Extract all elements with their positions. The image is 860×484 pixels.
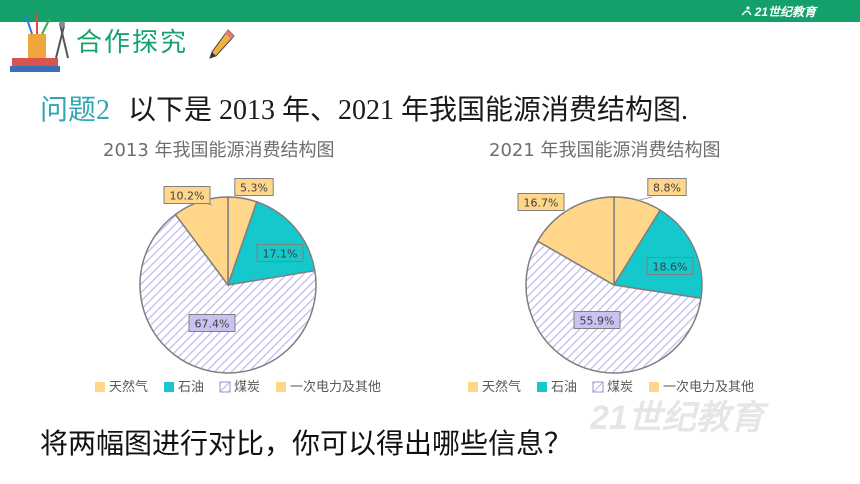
legend-swatch-1-0 [468,382,478,392]
data-label-box-1-3 [517,193,565,211]
section-title: 合作探究 [76,28,189,58]
chart-title-2013: 2013 年我国能源消费结构图 [103,140,335,161]
leader-line-1-3 [564,208,571,213]
top-bar: 21世纪教育 [0,0,860,22]
legend-label-1-3: 一次电力及其他 [663,379,754,395]
legend-swatch-0-3 [276,382,286,392]
pencil-icon [209,29,235,59]
legend-swatch-1-2 [592,381,604,393]
leader-line-0-0 [239,196,243,199]
runner-icon [741,6,752,16]
legend-label-0-2: 煤炭 [234,380,260,395]
question-heading: 问题2 以下是 2013 年、2021 年我国能源消费结构图. [40,88,688,128]
question-text: 以下是 2013 年、2021 年我国能源消费结构图. [128,95,689,126]
legend-swatch-0-0 [95,382,105,392]
data-label-box-0-0 [234,178,274,196]
brand-text: 21世纪教育 [754,5,816,19]
data-label-1-0: 8.8% [653,182,681,195]
legend-label-1-2: 煤炭 [607,380,633,395]
legend-label-0-0: 天然气 [109,379,148,395]
pie-slice-1-1 [612,209,703,300]
chart-title-2021: 2021 年我国能源消费结构图 [489,140,721,161]
leader-line-1-0 [637,196,653,201]
data-label-0-3: 10.2% [170,190,205,203]
legend-swatch-0-2 [219,381,231,393]
data-label-0-2: 67.4% [195,318,230,331]
brand-logo: 21世纪教育 [740,3,816,20]
legend-label-1-0: 天然气 [482,379,521,395]
stationery-icon [10,14,69,72]
data-label-box-1-0 [647,178,687,196]
data-label-0-1: 17.1% [263,248,298,261]
pie-slice-0-2 [139,213,317,374]
bottom-prompt: 将两幅图进行对比，你可以得出哪些信息？ [40,427,573,460]
question-number: 问题2 [40,95,111,126]
data-label-0-0: 5.3% [240,182,268,195]
legend-swatch-1-3 [649,382,659,392]
data-label-box-0-1 [256,244,304,262]
legend-swatch-0-1 [164,382,174,392]
legend-swatch-1-1 [537,382,547,392]
data-label-1-2: 55.9% [580,315,615,328]
data-label-1-1: 18.6% [653,261,688,274]
data-label-box-0-3 [163,186,211,204]
data-label-box-1-2 [573,311,621,329]
legend-label-0-1: 石油 [178,380,204,395]
data-label-1-3: 16.7% [524,197,559,210]
legend-label-1-1: 石油 [551,380,577,395]
pie-slice-1-2 [525,240,702,374]
data-label-box-0-2 [188,314,236,332]
watermark: 21世纪教育 [590,399,764,437]
legend-label-0-3: 一次电力及其他 [290,379,381,395]
data-label-box-1-1 [646,257,694,275]
pie-slice-0-1 [226,200,316,286]
